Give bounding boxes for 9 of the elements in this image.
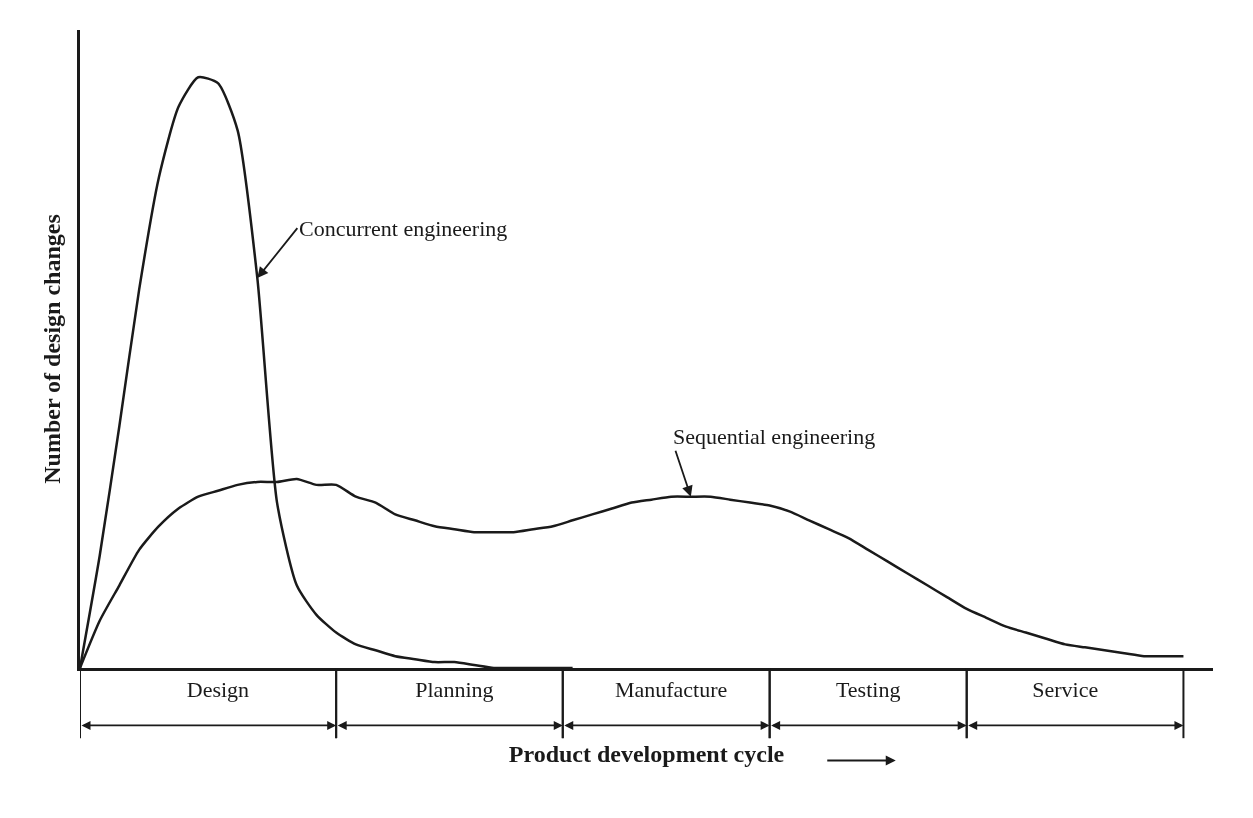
y-axis-title: Number of design changes <box>39 214 66 484</box>
x-tick-label: Design <box>186 677 250 703</box>
x-tick-label: Manufacture <box>614 677 728 703</box>
x-tick-label: Planning <box>415 677 494 703</box>
text: Sequential engineering <box>673 424 876 449</box>
x-tick-label: Service <box>1032 677 1099 703</box>
x-tick-label: Testing <box>835 677 901 703</box>
text: Concurrent engineering <box>299 216 508 241</box>
x-axis-title: Product development cycle <box>508 741 785 768</box>
